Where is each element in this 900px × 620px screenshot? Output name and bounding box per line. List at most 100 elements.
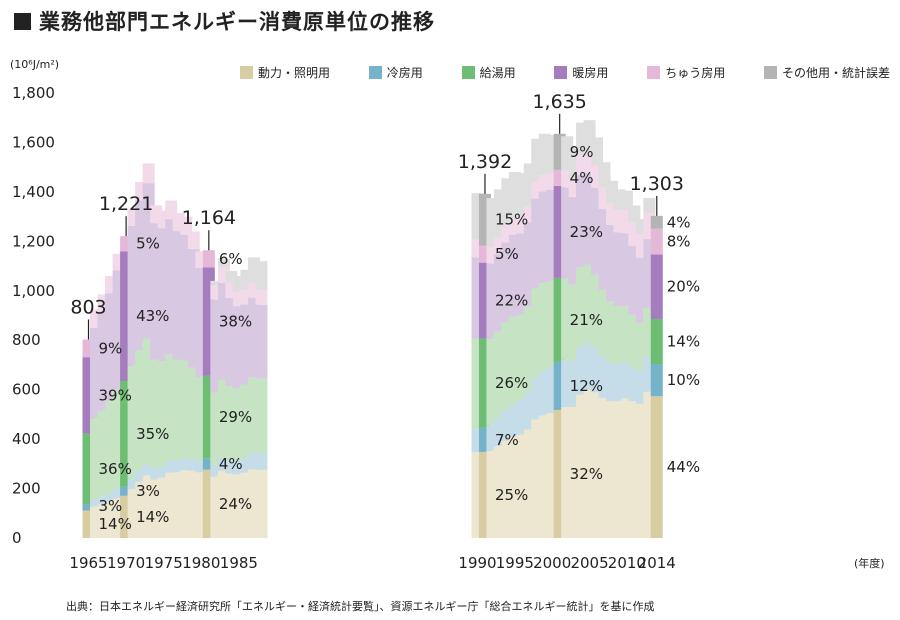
- bar-segment-1995-2: [508, 316, 521, 404]
- bar-segment-1979-4: [187, 231, 200, 250]
- share-label-2014-0: 44%: [667, 458, 700, 476]
- bar-segment-2014-4: [650, 228, 663, 255]
- x-tick-label: 1965: [69, 554, 107, 572]
- share-label-1970-3: 43%: [136, 307, 169, 325]
- y-tick-label: 0: [12, 529, 22, 547]
- share-label-1981-4: 6%: [219, 250, 243, 268]
- share-label-1970-0: 14%: [136, 508, 169, 526]
- y-tick-label: 600: [12, 381, 41, 399]
- share-label-2001-1: 12%: [570, 377, 603, 395]
- y-tick-label: 200: [12, 480, 41, 498]
- legend-item-4: ちゅう房用: [647, 64, 725, 81]
- bar-segment-1975-1: [157, 466, 170, 478]
- share-label-2001-2: 21%: [570, 311, 603, 329]
- bar-segment-1988-5: [255, 261, 268, 291]
- total-label-1981: 1,164: [182, 207, 236, 229]
- bar-segment-1970-1: [120, 486, 133, 496]
- legend-item-3: 暖房用: [554, 64, 608, 81]
- total-label-1991: 1,392: [458, 151, 512, 173]
- bar-segment-2013-5: [643, 198, 656, 213]
- legend-label-0: 動力・照明用: [258, 66, 331, 80]
- bar-segment-1967-1: [97, 496, 110, 505]
- bar-segment-1979-1: [187, 458, 200, 471]
- bar-segment-2014-2: [650, 318, 663, 365]
- share-label-1991-0: 25%: [495, 486, 528, 504]
- legend: 動力・照明用 冷房用 給湯用 暖房用 ちゅう房用 その他用・統計誤差: [240, 64, 890, 81]
- share-label-1965-3: 39%: [99, 386, 132, 404]
- bar-segment-1995-4: [508, 218, 521, 235]
- share-label-2014-4: 8%: [667, 233, 691, 251]
- bar-segment-1971-2: [127, 365, 140, 479]
- bar-segment-2014-0: [650, 396, 663, 538]
- share-label-1970-1: 3%: [136, 482, 160, 500]
- share-label-1991-1: 7%: [495, 431, 519, 449]
- share-label-1981-0: 24%: [219, 495, 252, 513]
- bar-segment-1978-4: [180, 216, 193, 235]
- share-label-2014-3: 20%: [667, 278, 700, 296]
- legend-label-3: 暖房用: [572, 66, 609, 80]
- share-label-1991-5: 15%: [495, 211, 528, 229]
- legend-swatch-3: [554, 66, 568, 79]
- bar-segment-1981-1: [202, 458, 215, 470]
- share-label-2001-4: 4%: [570, 169, 594, 187]
- bar-segment-1977-1: [172, 460, 185, 473]
- legend-swatch-2: [461, 66, 475, 79]
- bar-segment-1969-1: [112, 489, 125, 499]
- legend-label-5: その他用・統計誤差: [781, 66, 890, 80]
- legend-swatch-4: [647, 66, 661, 79]
- legend-label-2: 給湯用: [479, 66, 516, 80]
- x-tick-label: 2010: [608, 554, 646, 572]
- bar-segment-1988-0: [255, 469, 268, 538]
- bar-segment-2006-5: [591, 137, 604, 166]
- x-tick-label: 1975: [145, 554, 183, 572]
- x-tick-label: 2000: [533, 554, 571, 572]
- bar-segment-1974-1: [150, 468, 163, 480]
- y-tick-label: 1,400: [12, 183, 55, 201]
- share-label-2001-0: 32%: [570, 465, 603, 483]
- share-label-1970-2: 35%: [136, 425, 169, 443]
- total-label-1965: 803: [70, 296, 106, 318]
- y-tick-label: 400: [12, 430, 41, 448]
- bar-segment-1995-3: [508, 234, 521, 317]
- bar-segment-1971-1: [127, 478, 140, 490]
- title-square-icon: [14, 13, 31, 30]
- y-tick-label: 800: [12, 331, 41, 349]
- bar-segment-1984-5: [225, 271, 238, 283]
- bar-segment-1995-5: [508, 172, 521, 219]
- x-tick-label: 1990: [458, 554, 496, 572]
- y-unit-label: (10⁶J/m²): [10, 58, 60, 71]
- bar-segment-1982-1: [210, 465, 223, 477]
- share-label-2001-3: 23%: [570, 223, 603, 241]
- share-label-1991-3: 22%: [495, 292, 528, 310]
- bar-segment-1980-1: [195, 461, 208, 473]
- share-label-1965-0: 14%: [99, 515, 132, 533]
- share-label-2014-1: 10%: [667, 371, 700, 389]
- legend-label-1: 冷房用: [386, 66, 423, 80]
- share-label-1981-2: 29%: [219, 408, 252, 426]
- x-tick-label: 1985: [220, 554, 258, 572]
- bar-segment-2014-1: [650, 364, 663, 397]
- bar-segment-1988-3: [255, 304, 268, 379]
- bar-segment-2014-3: [650, 254, 663, 319]
- legend-swatch-0: [240, 66, 253, 79]
- total-label-2001: 1,635: [532, 91, 586, 113]
- share-label-2014-5: 4%: [667, 213, 691, 231]
- bar-segment-1976-1: [165, 460, 178, 473]
- y-tick-label: 1,800: [12, 84, 55, 102]
- bar-segment-1972-1: [135, 470, 148, 482]
- share-label-1965-2: 36%: [99, 460, 132, 478]
- share-label-2001-5: 9%: [570, 143, 594, 161]
- legend-item-1: 冷房用: [368, 64, 423, 81]
- share-label-1981-1: 4%: [219, 455, 243, 473]
- share-label-1965-4: 9%: [99, 339, 123, 357]
- bar-segment-1981-4: [202, 250, 215, 268]
- bar-segment-2010-5: [620, 190, 633, 210]
- bar-segment-1965-1: [82, 504, 95, 511]
- bar-segment-1995-0: [508, 436, 521, 538]
- legend-label-4: ちゅう房用: [665, 66, 726, 80]
- share-label-1991-4: 5%: [495, 245, 519, 263]
- bar-segment-1995-1: [508, 403, 521, 437]
- bar-segment-1982-5: [210, 280, 223, 285]
- bar-segment-1968-1: [105, 493, 118, 502]
